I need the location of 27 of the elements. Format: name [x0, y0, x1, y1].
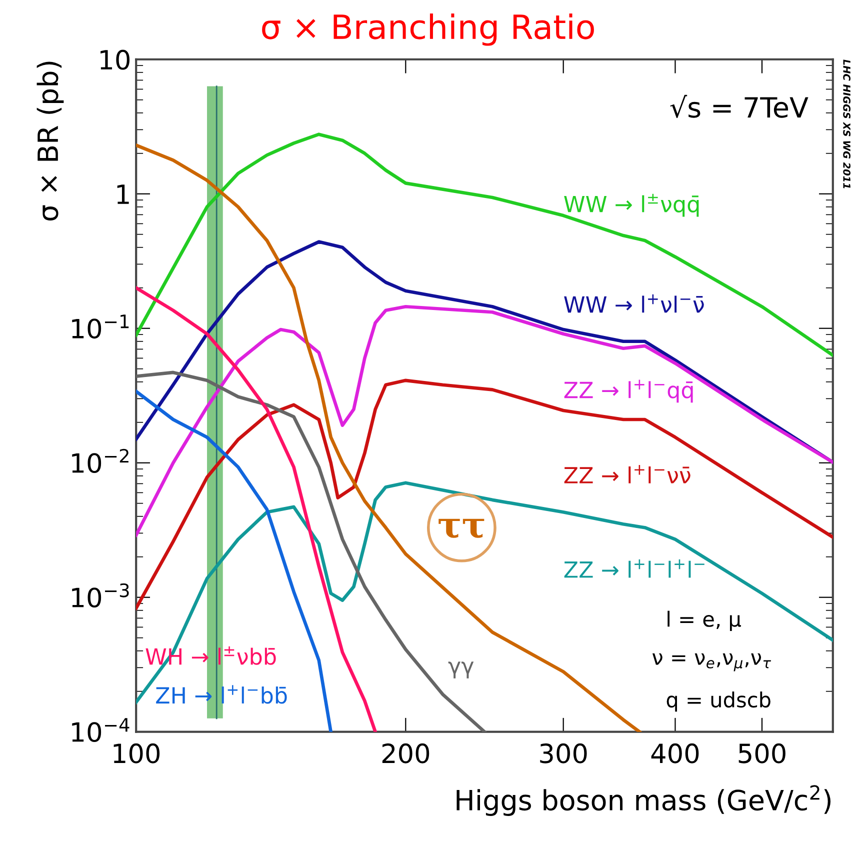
y-tick-label: 1: [117, 184, 129, 204]
annotation: l = e, μ: [668, 610, 741, 631]
series-label: ZH → l$^{+}$l$^{−}$bb̄: [156, 685, 287, 704]
x-tick-label: 300: [540, 743, 587, 764]
x-axis-title: Higgs boson mass (GeV/c$^{2}$): [456, 785, 830, 816]
y-tick-label: 10$^{−4}$: [72, 718, 130, 742]
series-label: WW → l$^{±}$νqq̄: [564, 194, 699, 217]
series-label: ττ: [438, 518, 484, 538]
y-tick-label: 10: [100, 50, 130, 70]
x-tick-label: 100: [114, 743, 160, 764]
annotation: q = udscb: [666, 691, 770, 712]
y-axis-title: σ × BR (pb): [36, 62, 64, 220]
x-tick-label: 400: [651, 743, 699, 764]
series-label: ZZ → l$^{+}$l$^{−}$νν̄: [564, 465, 690, 484]
series-label: WW → l$^{+}$νl$^{−}$ν̄: [564, 294, 704, 313]
series-label: ZZ → l$^{+}$l$^{−}$qq̄: [564, 380, 693, 403]
y-tick-label: 10$^{−2}$: [72, 448, 128, 474]
annotation: √s = 7TeV: [670, 94, 808, 118]
text: LHC HIGGS XS WG 2011: [843, 60, 850, 188]
chart-title: σ × Branching Ratio: [262, 14, 594, 46]
x-tick-label: 200: [382, 743, 430, 764]
x-tick-label: 500: [738, 743, 786, 764]
annotation: ν = ν$_{e}$,ν$_{μ}$,ν$_{τ}$: [652, 653, 772, 672]
series-label: γγ: [448, 662, 474, 678]
y-tick-label: 10$^{−3}$: [72, 583, 129, 608]
series-label: ZZ → l$^{+}$l$^{−}$l$^{+}$l$^{−}$: [564, 559, 704, 578]
y-tick-label: 10$^{−1}$: [72, 314, 129, 339]
